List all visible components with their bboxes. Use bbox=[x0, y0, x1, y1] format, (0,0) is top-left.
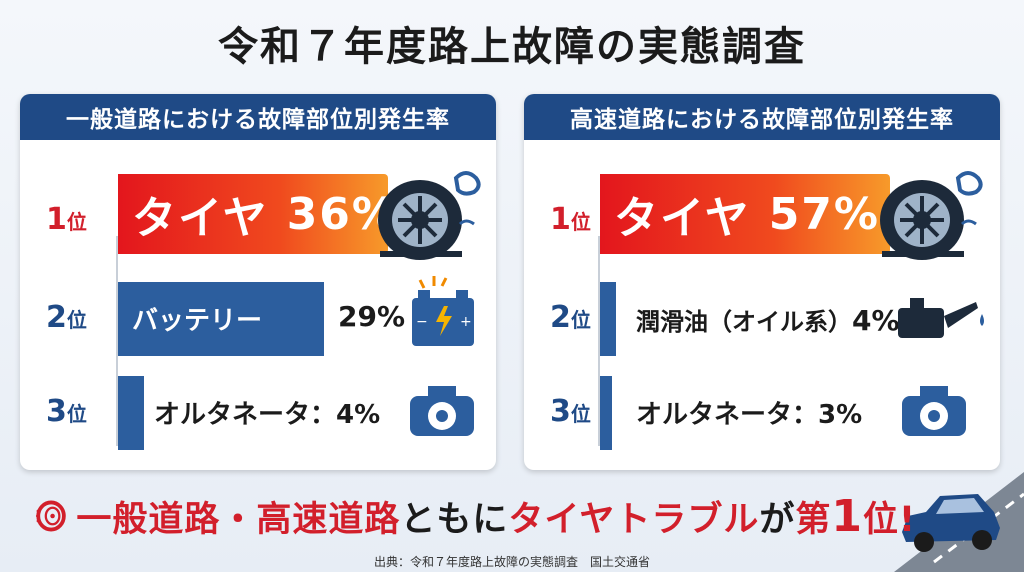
flat-tire-icon bbox=[880, 171, 983, 260]
rank-2-label: 2位 bbox=[46, 300, 87, 335]
expressway-panel: 高速道路における故障部位別発生率 1位 タイヤ 57% 2位 潤滑油（オイル系）… bbox=[524, 94, 1000, 470]
alternator-icon bbox=[410, 386, 474, 436]
bar-alternator bbox=[600, 376, 612, 450]
general-road-panel: 一般道路における故障部位別発生率 1位 タイヤ 36% 2位 バッテリー 29%… bbox=[20, 94, 496, 470]
bar-label-value: オルタネータ：4% bbox=[154, 400, 381, 430]
bar-oil bbox=[600, 282, 616, 356]
rank-2-label: 2位 bbox=[550, 300, 591, 335]
axis-line bbox=[598, 236, 600, 446]
bar-value: 29% bbox=[338, 300, 406, 333]
rank-3-label: 3位 bbox=[46, 394, 87, 429]
bar-label: バッテリー bbox=[132, 306, 263, 336]
svg-text:−: − bbox=[416, 314, 428, 330]
bar-alternator bbox=[118, 376, 144, 450]
bar-value: 36% bbox=[286, 188, 399, 240]
svg-text:+: + bbox=[460, 314, 472, 330]
panel-header: 一般道路における故障部位別発生率 bbox=[20, 94, 496, 140]
rank-1-label: 1位 bbox=[46, 202, 87, 237]
banner-dai: 第 bbox=[795, 499, 832, 540]
bar-label: タイヤ bbox=[614, 193, 751, 244]
banner-tire-trouble: タイヤトラブル bbox=[508, 499, 760, 540]
battery-icon: − + bbox=[412, 276, 474, 346]
bar-label-value: オルタネータ：3% bbox=[636, 400, 863, 430]
banner-roads: 一般道路・高速道路 bbox=[76, 499, 401, 540]
conclusion-banner: 一般道路・高速道路ともにタイヤトラブルが第1位! bbox=[36, 478, 916, 554]
bar-battery bbox=[118, 282, 324, 356]
banner-one: 1 bbox=[831, 490, 864, 542]
bar-tire: タイヤ 36% bbox=[118, 174, 396, 254]
rank-1-label: 1位 bbox=[550, 202, 591, 237]
rank-3-label: 3位 bbox=[550, 394, 591, 429]
banner-rank: 位! bbox=[863, 499, 916, 540]
bar-label-value: 潤滑油（オイル系）4% bbox=[636, 304, 900, 337]
page-title: 令和７年度路上故障の実態調査 bbox=[218, 24, 806, 70]
alternator-icon bbox=[902, 386, 966, 436]
banner-ga: が bbox=[759, 499, 796, 540]
panel-header: 高速道路における故障部位別発生率 bbox=[524, 94, 1000, 140]
car-icon bbox=[902, 494, 1000, 552]
axis-line bbox=[116, 236, 118, 446]
bar-value: 57% bbox=[768, 188, 881, 240]
bar-tire: タイヤ 57% bbox=[600, 174, 890, 254]
flat-tire-icon bbox=[378, 171, 481, 260]
banner-both: ともに bbox=[400, 499, 509, 540]
source-note: 出典：令和７年度路上故障の実態調査 国土交通省 bbox=[373, 555, 650, 569]
tire-icon bbox=[36, 500, 66, 532]
bar-label: タイヤ bbox=[132, 193, 269, 244]
oil-can-icon bbox=[898, 298, 984, 338]
